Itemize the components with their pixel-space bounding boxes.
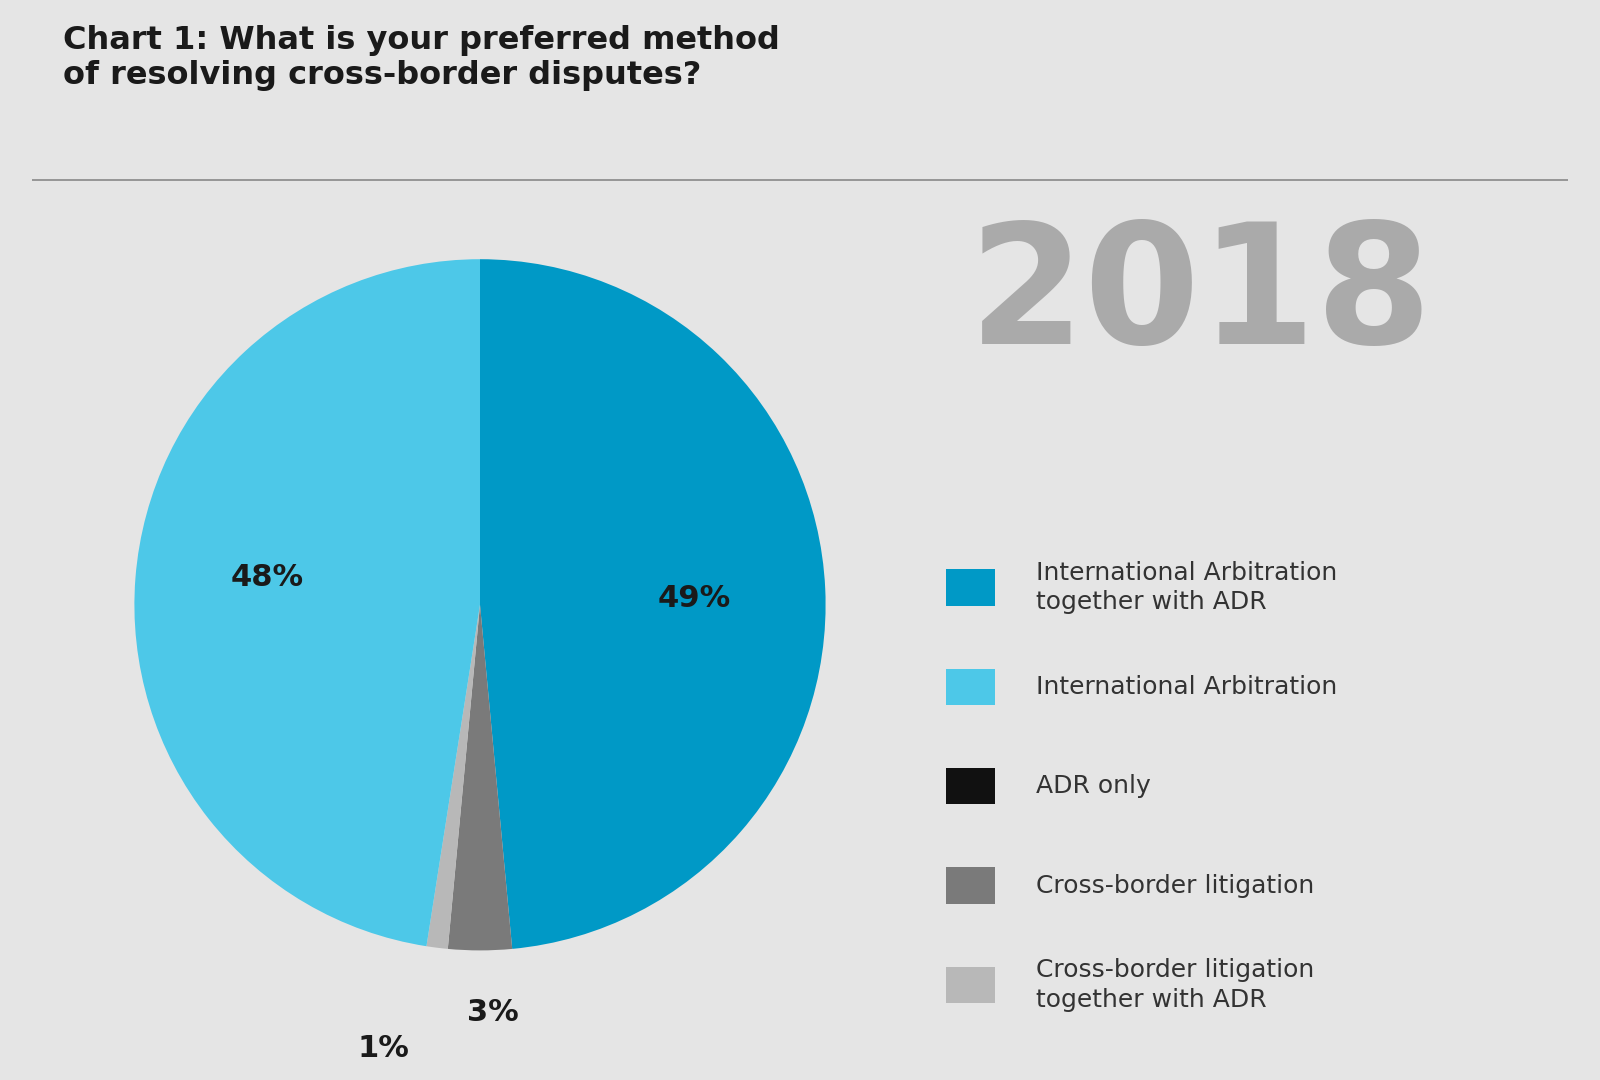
Bar	[946, 867, 995, 904]
Wedge shape	[427, 605, 480, 949]
Bar	[946, 569, 995, 606]
Bar	[946, 967, 995, 1003]
Text: 48%: 48%	[230, 564, 304, 593]
Bar	[946, 768, 995, 805]
Text: Cross-border litigation
together with ADR: Cross-border litigation together with AD…	[1035, 958, 1314, 1012]
Text: ADR only: ADR only	[1035, 774, 1150, 798]
Text: 2018: 2018	[970, 216, 1434, 379]
Text: International Arbitration: International Arbitration	[1035, 675, 1338, 699]
Wedge shape	[134, 259, 480, 946]
Text: 49%: 49%	[658, 583, 731, 612]
Text: Cross-border litigation: Cross-border litigation	[1035, 874, 1314, 897]
Text: 3%: 3%	[467, 998, 518, 1027]
Wedge shape	[448, 605, 512, 950]
Wedge shape	[480, 259, 826, 949]
Text: International Arbitration
together with ADR: International Arbitration together with …	[1035, 561, 1338, 615]
Text: Chart 1: What is your preferred method
of resolving cross-border disputes?: Chart 1: What is your preferred method o…	[62, 25, 779, 92]
Bar	[946, 669, 995, 705]
Text: 1%: 1%	[358, 1034, 410, 1063]
